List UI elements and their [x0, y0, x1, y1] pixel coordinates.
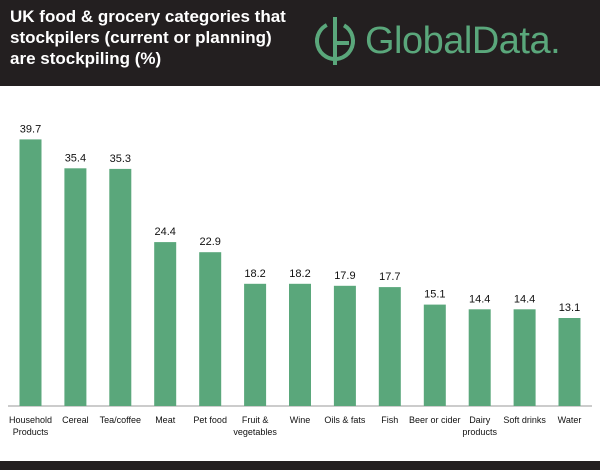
bar-12 [558, 318, 581, 406]
bar-6 [289, 283, 311, 406]
category-label-4: Pet food [193, 415, 227, 425]
bar-8 [378, 287, 401, 406]
value-label-2: 35.3 [110, 153, 131, 165]
category-label-6: Wine [290, 415, 311, 425]
bar-4 [199, 252, 222, 406]
bar-3 [154, 242, 177, 406]
value-label-11: 14.4 [514, 293, 535, 305]
category-label-3: Meat [155, 415, 176, 425]
category-label-9: Beer or cider [409, 415, 461, 425]
bar-2 [109, 168, 132, 406]
title-line-1: UK food & grocery categories that [10, 7, 286, 26]
category-label-12: Water [558, 415, 582, 425]
globaldata-logo-icon [315, 17, 355, 65]
category-label-10: Dairy products [462, 415, 497, 437]
bar-0 [19, 139, 42, 406]
value-label-12: 13.1 [559, 302, 580, 314]
value-label-10: 14.4 [469, 293, 490, 305]
footer-bar [0, 461, 600, 470]
category-label-7: Oils & fats [324, 415, 366, 425]
category-label-2: Tea/coffee [100, 415, 141, 425]
value-label-5: 18.2 [244, 268, 265, 280]
globaldata-logo: GlobalData. [311, 12, 561, 70]
value-label-1: 35.4 [65, 152, 86, 164]
header-banner: UK food & grocery categories that stockp… [0, 0, 600, 86]
value-label-7: 17.9 [334, 270, 355, 282]
value-label-0: 39.7 [20, 123, 41, 135]
globaldata-logo-text: GlobalData. [365, 19, 561, 62]
value-label-9: 15.1 [424, 289, 445, 301]
bar-5 [244, 283, 267, 406]
bar-11 [513, 309, 536, 406]
bar-10 [468, 309, 491, 406]
bar-chart: 39.7 Household Products 35.4 Cereal 35.3 Tea/c… [8, 123, 592, 437]
category-label-0: Household Products [9, 415, 52, 437]
title-line-2: stockpilers (current or planning) [10, 28, 272, 47]
category-label-11: Soft drinks [503, 415, 546, 425]
title-line-3: are stockpiling (%) [10, 49, 162, 68]
value-label-4: 22.9 [199, 236, 220, 248]
chart-title: UK food & grocery categories that stockp… [10, 6, 310, 69]
category-label-8: Fish [381, 415, 398, 425]
value-label-8: 17.7 [379, 271, 400, 283]
value-label-3: 24.4 [154, 226, 175, 238]
category-label-5: Fruit & vegetables [233, 415, 277, 437]
bar-7 [333, 285, 356, 406]
bar-9 [423, 304, 446, 406]
category-label-1: Cereal [62, 415, 89, 425]
bar-1 [64, 168, 87, 406]
value-label-6: 18.2 [289, 268, 310, 280]
